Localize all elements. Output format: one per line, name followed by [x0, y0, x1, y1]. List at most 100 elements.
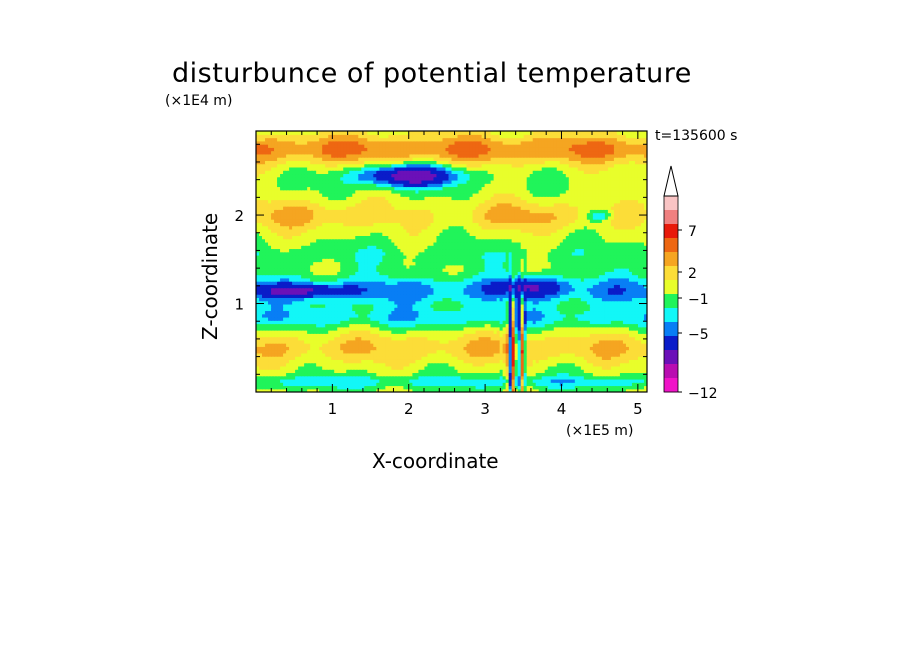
contour-cell: [340, 310, 344, 315]
contour-cell: [430, 356, 435, 360]
contour-cell: [502, 378, 507, 383]
contour-cell: [298, 330, 302, 334]
contour-cell: [373, 287, 377, 292]
contour-cell: [421, 284, 426, 289]
contour-cell: [544, 313, 549, 318]
contour-cell: [565, 300, 570, 305]
contour-cell: [634, 297, 639, 302]
contour-cell: [616, 333, 621, 338]
contour-cell: [340, 307, 344, 312]
contour-cell: [313, 369, 317, 374]
contour-cell: [553, 388, 558, 392]
contour-cell: [505, 310, 510, 315]
contour-cell: [298, 333, 302, 338]
contour-cell: [523, 385, 528, 390]
contour-cell: [367, 307, 371, 312]
contour-cell: [517, 323, 522, 328]
contour-cell: [337, 339, 341, 344]
contour-cell: [463, 385, 468, 390]
contour-cell: [622, 294, 627, 298]
contour-cell: [517, 385, 522, 390]
contour-cell: [358, 336, 362, 341]
contour-cell: [610, 274, 615, 279]
contour-cell: [514, 316, 519, 321]
contour-cell: [478, 274, 483, 279]
contour-cell: [319, 274, 323, 279]
contour-cell: [487, 281, 492, 285]
contour-cell: [355, 268, 359, 272]
contour-cell: [640, 369, 645, 374]
contour-cell: [328, 382, 332, 387]
contour-cell: [544, 333, 549, 338]
contour-cell: [259, 349, 263, 354]
contour-cell: [634, 330, 639, 334]
contour-cell: [367, 330, 371, 334]
contour-cell: [271, 326, 275, 331]
contour-cell: [373, 336, 377, 341]
contour-cell: [412, 382, 417, 387]
contour-cell: [385, 310, 389, 315]
contour-cell: [313, 378, 317, 383]
contour-cell: [295, 346, 299, 351]
contour-cell: [550, 359, 555, 364]
contour-cell: [454, 274, 459, 279]
contour-cell: [400, 271, 404, 276]
contour-cell: [301, 284, 305, 289]
contour-cell: [481, 359, 486, 364]
contour-cell: [322, 316, 326, 321]
contour-cell: [367, 385, 371, 390]
contour-cell: [277, 287, 281, 292]
contour-cell: [277, 372, 281, 377]
contour-cell: [571, 330, 576, 334]
contour-cell: [460, 339, 465, 344]
contour-cell: [478, 359, 483, 364]
contour-cell: [352, 326, 356, 331]
contour-cell: [625, 310, 630, 315]
contour-cell: [493, 287, 498, 292]
contour-cell: [634, 385, 639, 390]
contour-cell: [538, 313, 543, 318]
contour-cell: [610, 284, 615, 289]
contour-cell: [397, 284, 401, 289]
contour-cell: [469, 333, 474, 338]
contour-cell: [379, 356, 383, 360]
contour-cell: [601, 297, 606, 302]
contour-cell: [616, 323, 621, 328]
contour-cell: [385, 382, 389, 387]
contour-cell: [511, 349, 516, 354]
contour-cell: [553, 303, 558, 308]
contour-cell: [481, 343, 486, 347]
contour-cell: [604, 369, 609, 374]
contour-cell: [379, 313, 383, 318]
contour-cell: [478, 316, 483, 321]
contour-cell: [631, 307, 636, 312]
contour-cell: [493, 316, 498, 321]
contour-cell: [418, 372, 423, 377]
contour-cell: [274, 333, 278, 338]
contour-cell: [325, 290, 329, 295]
contour-cell: [484, 310, 489, 315]
contour-cell: [607, 333, 612, 338]
contour-cell: [289, 277, 293, 282]
contour-cell: [409, 274, 413, 279]
contour-cell: [265, 349, 269, 354]
contour-cell: [307, 303, 311, 308]
contour-cell: [577, 326, 582, 331]
contour-cell: [346, 264, 350, 269]
contour-cell: [367, 378, 371, 383]
contour-cell: [367, 339, 371, 344]
contour-cell: [376, 333, 380, 338]
contour-cell: [553, 333, 558, 338]
contour-cell: [382, 297, 386, 302]
contour-cell: [535, 369, 540, 374]
contour-cell: [481, 349, 486, 354]
contour-cell: [523, 277, 528, 282]
contour-cell: [469, 310, 474, 315]
contour-cell: [433, 294, 438, 298]
contour-cell: [283, 323, 287, 328]
contour-cell: [280, 336, 284, 341]
contour-cell: [307, 382, 311, 387]
contour-cell: [433, 365, 438, 370]
contour-cell: [412, 310, 417, 315]
contour-cell: [304, 369, 308, 374]
